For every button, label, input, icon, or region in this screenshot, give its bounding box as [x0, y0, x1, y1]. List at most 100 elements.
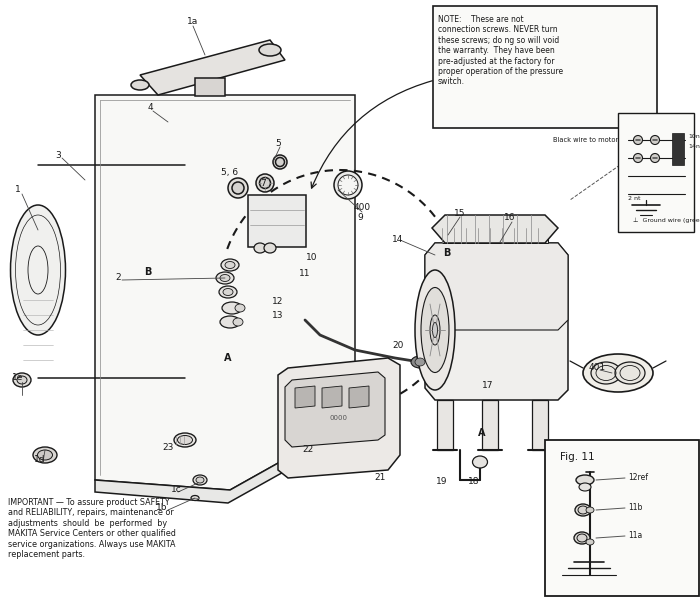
Polygon shape [490, 228, 500, 243]
Ellipse shape [131, 80, 149, 90]
Text: 10nt: 10nt [688, 135, 700, 139]
Ellipse shape [586, 507, 594, 513]
Polygon shape [349, 386, 369, 408]
Text: 17: 17 [482, 380, 493, 389]
Ellipse shape [221, 259, 239, 271]
Ellipse shape [634, 154, 643, 163]
Ellipse shape [17, 376, 27, 384]
Text: 1a: 1a [188, 17, 199, 26]
Ellipse shape [233, 318, 243, 326]
Ellipse shape [421, 288, 449, 373]
Bar [532, 400, 548, 450]
Text: 14: 14 [392, 236, 404, 245]
Polygon shape [95, 420, 355, 503]
Ellipse shape [415, 358, 425, 366]
Ellipse shape [575, 504, 591, 516]
Text: NOTE:    These are not
connection screws. NEVER turn
these screws; do ng so will: NOTE: These are not connection screws. N… [438, 15, 563, 86]
Ellipse shape [33, 447, 57, 463]
Bar [672, 133, 684, 165]
Ellipse shape [576, 475, 594, 485]
Ellipse shape [174, 433, 196, 447]
Ellipse shape [193, 475, 207, 485]
Text: 5, 6: 5, 6 [221, 167, 239, 176]
Polygon shape [140, 40, 285, 95]
Ellipse shape [225, 261, 235, 269]
Ellipse shape [223, 288, 233, 295]
Text: 2: 2 [116, 273, 121, 282]
Text: 1c: 1c [171, 486, 181, 495]
Text: 2 nt: 2 nt [628, 196, 640, 200]
Text: 1b: 1b [156, 504, 168, 512]
Ellipse shape [259, 44, 281, 56]
Text: 0000: 0000 [329, 415, 347, 421]
Polygon shape [425, 243, 568, 400]
Ellipse shape [254, 243, 266, 253]
Ellipse shape [264, 243, 276, 253]
Bar [195, 78, 225, 96]
Ellipse shape [583, 354, 653, 392]
Ellipse shape [650, 154, 659, 163]
Ellipse shape [411, 356, 429, 368]
Ellipse shape [650, 136, 659, 145]
Polygon shape [295, 386, 315, 408]
Text: 11a: 11a [628, 532, 643, 541]
Polygon shape [478, 228, 488, 243]
Bar [482, 400, 498, 450]
Ellipse shape [10, 205, 66, 335]
Polygon shape [502, 228, 512, 243]
Ellipse shape [591, 362, 621, 384]
Ellipse shape [577, 534, 587, 542]
Ellipse shape [13, 373, 31, 387]
Text: 16: 16 [504, 213, 516, 222]
Ellipse shape [228, 178, 248, 198]
Text: 11b: 11b [628, 504, 643, 512]
Text: 1d: 1d [34, 456, 46, 465]
Ellipse shape [216, 272, 234, 284]
Text: 3: 3 [55, 151, 61, 160]
Polygon shape [526, 228, 536, 243]
Polygon shape [538, 228, 548, 243]
Text: Fig. 11: Fig. 11 [560, 452, 594, 462]
Text: 20: 20 [392, 340, 404, 349]
Ellipse shape [334, 171, 362, 199]
Text: 7: 7 [260, 178, 266, 188]
Ellipse shape [615, 362, 645, 384]
Text: B: B [443, 248, 451, 258]
Ellipse shape [430, 315, 440, 345]
Ellipse shape [473, 456, 487, 468]
Polygon shape [95, 95, 355, 490]
Polygon shape [514, 228, 524, 243]
Text: 23: 23 [162, 444, 174, 453]
Text: 19: 19 [436, 477, 448, 487]
Text: 11: 11 [300, 269, 311, 277]
Bar [437, 400, 453, 450]
Ellipse shape [574, 532, 590, 544]
Ellipse shape [578, 506, 588, 514]
Ellipse shape [276, 157, 284, 166]
Ellipse shape [586, 539, 594, 545]
Text: Black wire to motor: Black wire to motor [553, 137, 618, 143]
Polygon shape [466, 228, 476, 243]
Polygon shape [442, 228, 452, 243]
Text: 13: 13 [272, 310, 284, 319]
Text: 18: 18 [468, 477, 480, 487]
Text: 22: 22 [302, 446, 314, 454]
Text: IMPORTANT — To assure product SAFETY
and RELIABILITY, repairs, maintenance or
ad: IMPORTANT — To assure product SAFETY and… [8, 498, 176, 559]
Ellipse shape [222, 302, 242, 314]
Text: 5: 5 [275, 139, 281, 148]
Ellipse shape [433, 322, 438, 337]
Polygon shape [322, 386, 342, 408]
Ellipse shape [256, 174, 274, 192]
Text: A: A [224, 353, 232, 363]
Text: 12: 12 [272, 297, 284, 307]
Text: 21: 21 [374, 474, 386, 483]
Ellipse shape [273, 155, 287, 169]
Ellipse shape [235, 304, 245, 312]
Text: 14nt: 14nt [688, 145, 700, 150]
Text: ⊥  Ground wire (green): ⊥ Ground wire (green) [633, 217, 700, 222]
FancyBboxPatch shape [545, 440, 699, 596]
Polygon shape [425, 243, 568, 330]
Ellipse shape [260, 178, 270, 188]
Polygon shape [432, 215, 558, 243]
Ellipse shape [178, 435, 193, 444]
